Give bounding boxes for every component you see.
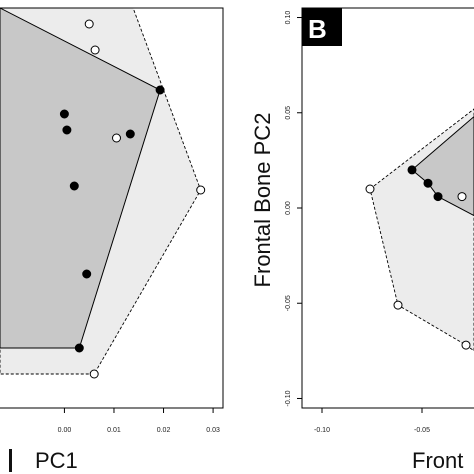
y-tick-label: 0.05 [285, 106, 292, 120]
panel-b-y-label: Frontal Bone PC2 [250, 113, 275, 288]
panel-b-hulls [369, 108, 474, 352]
x-tick-label: 0.03 [206, 427, 220, 434]
open-point [89, 369, 99, 379]
panel-b-x-ticks: -0.10 -0.05 [314, 408, 430, 434]
panel-a-hulls [0, 8, 202, 375]
open-point [90, 45, 100, 55]
filled-point [407, 165, 417, 175]
x-tick-label: 0.00 [58, 427, 72, 434]
panel-a-points [59, 19, 206, 379]
filled-point [125, 129, 135, 139]
filled-point [155, 85, 165, 95]
panel-b-y-ticks: 0.10 0.05 0.00 -0.05 -0.10 [285, 11, 302, 406]
panel-a-x-label: PC1 [35, 448, 78, 473]
filled-point [59, 109, 69, 119]
open-point [393, 300, 403, 310]
panel-a-frame [0, 7, 224, 409]
open-point [457, 192, 467, 202]
x-tick-label: -0.10 [314, 427, 330, 434]
y-tick-label: -0.05 [285, 295, 292, 311]
open-point [461, 340, 471, 350]
filled-point [69, 181, 79, 191]
panel-b-letter-box [302, 8, 342, 46]
filled-point [423, 178, 433, 188]
open-point [112, 133, 121, 143]
filled-point [62, 125, 72, 135]
open-point [196, 185, 206, 195]
y-tick-label: -0.10 [285, 390, 292, 406]
panel-b-letter: B [308, 14, 327, 44]
filled-point [74, 343, 84, 353]
x-tick-label: -0.05 [414, 427, 430, 434]
open-point [365, 184, 375, 194]
panel-a-x-label-glyph [9, 449, 12, 472]
open-point [84, 19, 94, 29]
panel-a-x-ticks: 0.00 0.01 0.02 0.03 [58, 408, 220, 434]
panel-b: -0.10 -0.05 0.10 0.05 0.00 -0.05 -0.10 B Fron… [250, 7, 474, 473]
panel-a: 0.00 0.01 0.02 0.03 PC1 [0, 7, 224, 473]
y-tick-label: 0.00 [285, 201, 292, 215]
filled-point [433, 192, 443, 202]
panel-b-points [365, 165, 471, 350]
x-tick-label: 0.01 [107, 427, 121, 434]
filled-point [82, 269, 92, 279]
x-tick-label: 0.02 [157, 427, 171, 434]
y-tick-label: 0.10 [285, 11, 292, 25]
panel-b-x-label: Front [412, 448, 463, 473]
